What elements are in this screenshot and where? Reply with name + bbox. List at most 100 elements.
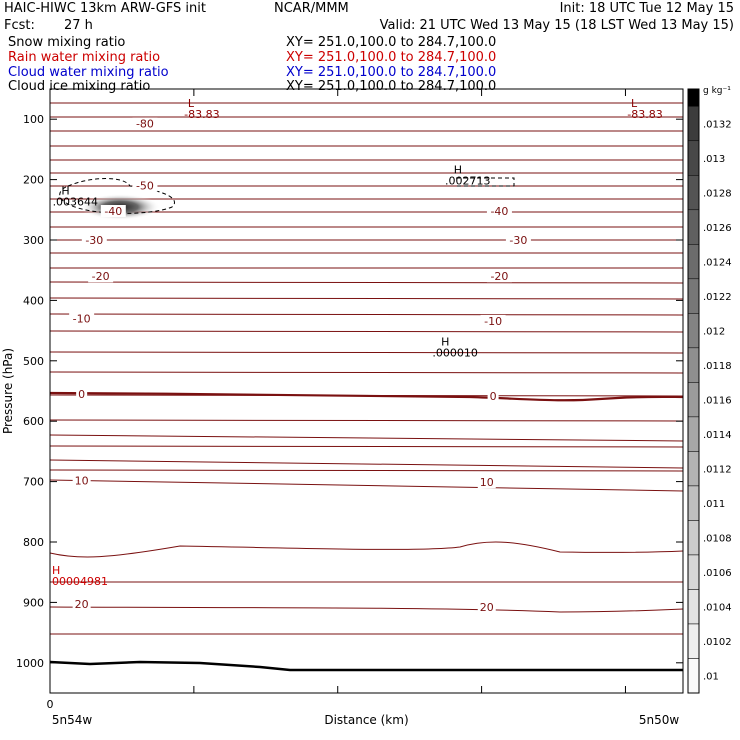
y-tick-label: 100 [23, 113, 44, 126]
colorbar-label: .0126 [703, 223, 732, 234]
isotherm-line [49, 351, 684, 354]
colorbar-label: .0106 [703, 568, 732, 579]
extremum-letter: H [52, 564, 60, 577]
field-name-cloud-water: Cloud water mixing ratio [8, 65, 169, 80]
colorbar-label: .013 [703, 154, 725, 165]
isotherm-line [49, 371, 684, 374]
valid-time: Valid: 21 UTC Wed 13 May 15 (18 LST Wed … [379, 18, 734, 33]
field-xy-cloud-ice: XY= 251.0,100.0 to 284.7,100.0 [286, 79, 497, 94]
colorbar-segment [687, 106, 700, 142]
extremum-value: .000010 [432, 347, 478, 360]
isotherm-zero-line [49, 391, 684, 402]
terrain-line [49, 660, 683, 672]
colorbar-segment [687, 175, 700, 211]
colorbar-segment [687, 244, 700, 280]
isotherm-label: 10 [480, 476, 494, 489]
x-end-label-right: 5n50w [639, 713, 680, 727]
colorbar-segment [687, 313, 700, 349]
y-tick-label: 500 [23, 355, 44, 368]
y-tick-label: 800 [23, 536, 44, 549]
colorbar-label: .0108 [703, 534, 732, 545]
isotherm-line [49, 297, 684, 300]
forecast-hours: 27 h [64, 18, 93, 33]
colorbar-segment [687, 278, 700, 314]
y-tick-label: 400 [23, 294, 44, 307]
isotherm-label: -20 [490, 270, 508, 283]
field-xy-rain: XY= 251.0,100.0 to 284.7,100.0 [286, 50, 497, 65]
isotherm-line [49, 479, 684, 492]
isotherm-label: -40 [490, 205, 508, 218]
colorbar-label: .011 [703, 499, 725, 510]
extremum-letter: H [441, 336, 449, 349]
isotherm-line [49, 330, 684, 333]
snow-contour-dashed [59, 178, 175, 214]
isotherm-label: -10 [484, 315, 502, 328]
isotherm-line [49, 434, 684, 442]
isotherm-label: 20 [480, 601, 494, 614]
y-tick-label: 900 [23, 596, 44, 609]
isotherm-label: -80 [136, 117, 154, 130]
colorbar-label: .0118 [703, 361, 732, 372]
colorbar-label: .0114 [703, 430, 732, 441]
colorbar-label: .0102 [703, 637, 732, 648]
colorbar-segment [687, 658, 700, 694]
extremum-value: -83.83 [627, 108, 662, 121]
isotherm-line [49, 281, 684, 284]
y-tick-label: 1000 [16, 657, 44, 670]
extremum-letter: H [61, 185, 69, 198]
isotherm-label: -30 [509, 234, 527, 247]
colorbar-segment [687, 140, 700, 176]
colorbar-segment [688, 89, 699, 107]
colorbar-segment [687, 451, 700, 487]
field-xy-cloud-water: XY= 251.0,100.0 to 284.7,100.0 [286, 65, 497, 80]
colorbar-segment [687, 623, 700, 659]
x-axis-title: Distance (km) [324, 713, 408, 727]
isotherm-label: -20 [92, 270, 110, 283]
colorbar-segment [687, 347, 700, 383]
isotherm-label: -50 [136, 180, 154, 193]
extremum-value: .002713 [445, 175, 491, 188]
extremum-value: -83.83 [184, 108, 219, 121]
colorbar-label: .0122 [703, 292, 732, 303]
isotherm-line [49, 459, 684, 469]
y-tick-label: 300 [23, 234, 44, 247]
field-xy-snow: XY= 251.0,100.0 to 284.7,100.0 [286, 35, 497, 50]
isotherm-label: -40 [104, 205, 122, 218]
y-tick-label: 600 [23, 415, 44, 428]
y-tick-label: 200 [23, 174, 44, 187]
y-tick-label: 700 [23, 476, 44, 489]
extremum-value: .003644 [53, 196, 99, 209]
colorbar-segment [687, 416, 700, 452]
colorbar-segment [687, 485, 700, 521]
field-name-snow: Snow mixing ratio [8, 35, 126, 50]
plot-frame [49, 88, 684, 694]
extremum-letter: H [454, 164, 462, 177]
isotherm-line [49, 445, 684, 448]
colorbar-frame [687, 88, 700, 694]
org-label: NCAR/MMM [274, 1, 349, 16]
colorbar-label: .0124 [703, 258, 732, 269]
colorbar-unit: g kg⁻¹ [703, 86, 731, 96]
isotherm-line [49, 419, 684, 422]
y-axis-title: Pressure (hPa) [1, 348, 15, 434]
isotherm-line [49, 606, 684, 613]
colorbar-label: .01 [703, 672, 719, 683]
field-name-cloud-ice: Cloud ice mixing ratio [8, 79, 151, 94]
isotherm-line [49, 313, 684, 316]
isotherm-label: -10 [73, 313, 91, 326]
x-tick-label: 0 [47, 698, 54, 711]
colorbar-segment [687, 554, 700, 590]
extremum-letter: L [631, 97, 638, 110]
model-title: HAIC-HIWC 13km ARW-GFS init [4, 1, 206, 16]
colorbar-label: .0128 [703, 189, 732, 200]
x-end-label-left: 5n54w [52, 713, 93, 727]
isotherm-label: -30 [85, 234, 103, 247]
isotherm-label: 10 [75, 474, 89, 487]
colorbar-segment [687, 589, 700, 625]
extremum-letter: L [188, 97, 195, 110]
colorbar-label: .0116 [703, 396, 732, 407]
isotherm-label: 0 [78, 388, 85, 401]
isotherm-label: 0 [490, 390, 497, 403]
isotherm-line [49, 541, 684, 558]
